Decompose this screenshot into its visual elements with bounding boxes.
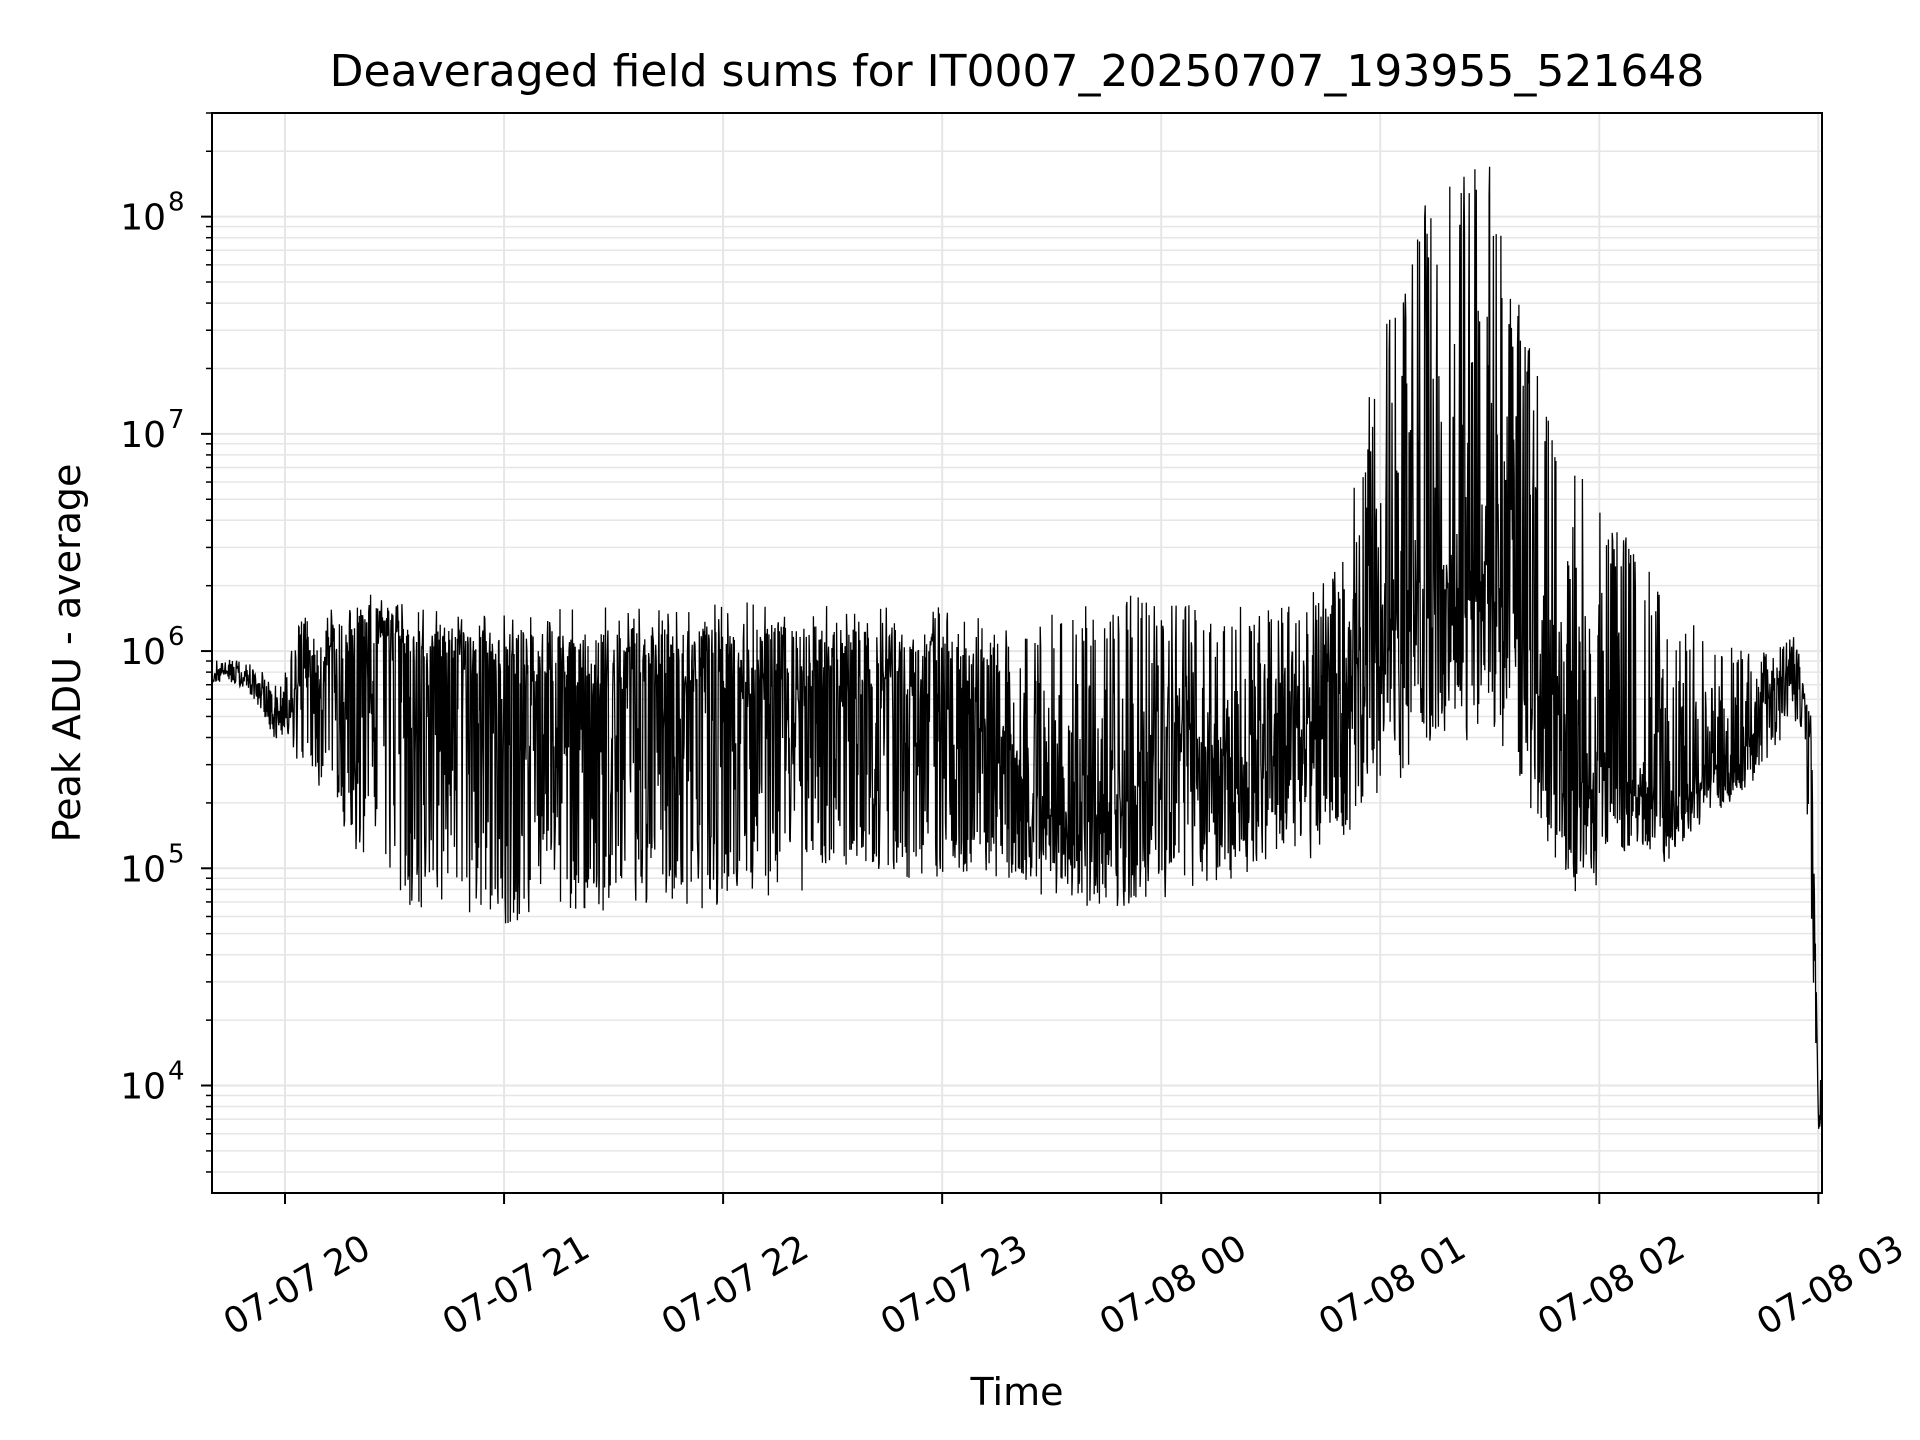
y-tick-exponent: 6 — [168, 622, 185, 652]
y-tick-label: 10 — [120, 849, 166, 890]
plot-frame — [211, 112, 1823, 1194]
y-tick-label: 10 — [120, 198, 166, 239]
data-series — [212, 166, 1822, 1129]
y-tick-label: 10 — [120, 1067, 166, 1108]
y-tick-label: 10 — [120, 632, 166, 673]
y-tick-exponent: 8 — [168, 188, 185, 218]
chart-title: Deaveraged field sums for IT0007_2025070… — [330, 46, 1705, 97]
y-tick-exponent: 5 — [168, 839, 185, 869]
y-tick-label: 10 — [120, 415, 166, 456]
x-axis-label: Time — [970, 1370, 1064, 1414]
y-tick-exponent: 7 — [168, 405, 185, 435]
y-tick-exponent: 4 — [168, 1057, 185, 1087]
series-line-0 — [212, 166, 1822, 1129]
y-axis-label: Peak ADU - average — [45, 464, 89, 843]
